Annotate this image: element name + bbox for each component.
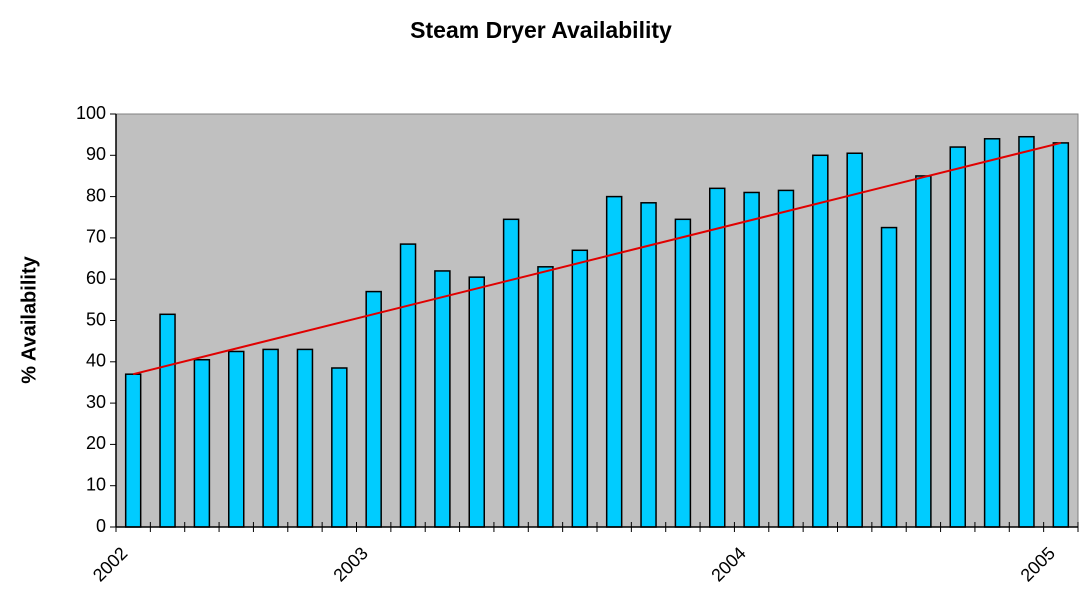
bar bbox=[1052, 142, 1070, 528]
bar bbox=[1018, 135, 1035, 528]
x-tick-label: 2002 bbox=[89, 543, 131, 585]
x-tick-label: 2004 bbox=[707, 543, 749, 585]
bar bbox=[124, 373, 142, 528]
bar bbox=[983, 138, 1001, 528]
plot-area bbox=[115, 113, 1079, 528]
y-tick-label: 80 bbox=[86, 185, 106, 205]
bar bbox=[605, 195, 623, 528]
trendline bbox=[132, 141, 1062, 376]
bar bbox=[846, 152, 863, 528]
bar bbox=[537, 266, 554, 528]
bar bbox=[468, 276, 485, 528]
y-tick-label: 0 bbox=[96, 516, 106, 536]
bar bbox=[399, 243, 417, 528]
bar bbox=[262, 348, 279, 528]
y-axis-title: % Availability bbox=[18, 255, 40, 383]
bar bbox=[777, 189, 795, 528]
bar bbox=[296, 348, 314, 528]
y-tick-label: 70 bbox=[86, 227, 106, 247]
bar bbox=[365, 290, 382, 528]
y-tick-label: 40 bbox=[86, 351, 106, 371]
bar bbox=[949, 146, 966, 528]
y-tick-label: 30 bbox=[86, 392, 106, 412]
bar bbox=[193, 358, 211, 528]
x-tick-label: 2005 bbox=[1017, 543, 1059, 585]
y-tick-label: 100 bbox=[76, 103, 106, 123]
bar bbox=[915, 175, 932, 528]
y-tick-label: 90 bbox=[86, 144, 106, 164]
x-tick-label: 2003 bbox=[329, 543, 371, 585]
y-tick-label: 50 bbox=[86, 309, 106, 329]
chart-title: Steam Dryer Availability bbox=[410, 17, 672, 43]
y-tick-label: 20 bbox=[86, 433, 106, 453]
bar bbox=[228, 350, 245, 528]
bar bbox=[812, 154, 829, 528]
bar bbox=[331, 367, 348, 528]
y-tick-label: 10 bbox=[86, 474, 106, 494]
y-tick-label: 60 bbox=[86, 268, 106, 288]
bar bbox=[709, 187, 726, 528]
bar bbox=[880, 226, 898, 528]
bar bbox=[640, 202, 657, 528]
bar bbox=[571, 249, 589, 528]
bar bbox=[434, 270, 451, 528]
bar bbox=[674, 218, 692, 528]
bar bbox=[502, 218, 520, 528]
bar bbox=[743, 191, 760, 528]
bar bbox=[159, 313, 176, 528]
